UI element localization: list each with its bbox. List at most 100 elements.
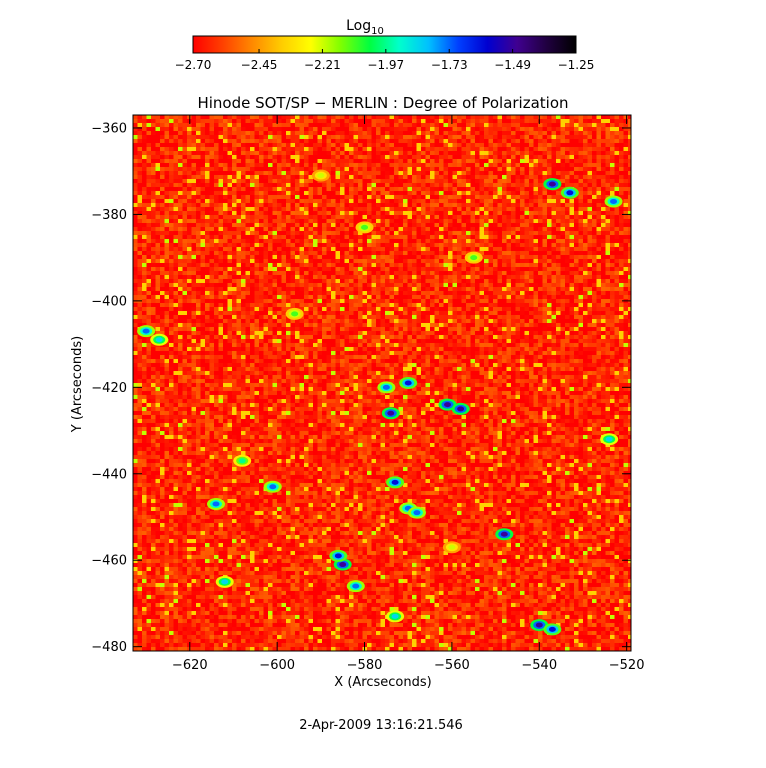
heatmap-cell <box>146 135 152 140</box>
heatmap-cell <box>196 255 201 260</box>
heatmap-cell <box>218 199 224 204</box>
heatmap-cell <box>484 171 489 176</box>
heatmap-cell <box>313 291 318 296</box>
heatmap-cell <box>200 207 206 212</box>
heatmap-cell <box>344 123 350 128</box>
heatmap-cell <box>448 163 453 168</box>
heatmap-cell <box>214 143 219 148</box>
heatmap-cell <box>205 239 210 244</box>
heatmap-cell <box>236 291 242 296</box>
heatmap-cell <box>268 159 273 164</box>
heatmap-cell <box>466 283 471 288</box>
heatmap-cell <box>547 259 552 264</box>
heatmap-cell <box>623 251 629 256</box>
heatmap-cell <box>241 247 246 252</box>
heatmap-cell <box>439 259 444 264</box>
heatmap-cell <box>484 143 489 148</box>
heatmap-cell <box>295 231 300 236</box>
heatmap-cell <box>623 175 629 180</box>
heatmap-cell <box>182 131 188 136</box>
heatmap-cell <box>277 263 282 268</box>
heatmap-cell <box>466 227 471 232</box>
heatmap-cell <box>268 263 273 268</box>
heatmap-cell <box>583 171 588 176</box>
heatmap-cell <box>592 267 597 272</box>
heatmap-cell <box>389 167 395 172</box>
heatmap-cell <box>277 283 282 288</box>
heatmap-cell <box>196 171 201 176</box>
heatmap-cell <box>214 263 219 268</box>
heatmap-cell <box>299 255 305 260</box>
heatmap-cell <box>137 131 143 136</box>
heatmap-cell <box>511 147 516 152</box>
heatmap-cell <box>560 219 566 224</box>
heatmap-cell <box>511 247 516 252</box>
heatmap-cell <box>578 251 584 256</box>
heatmap-cell <box>151 203 156 208</box>
heatmap-cell <box>407 239 413 244</box>
heatmap-cell <box>596 211 602 216</box>
heatmap-cell <box>196 291 201 296</box>
heatmap-cell <box>268 163 273 168</box>
heatmap-cell <box>452 135 458 140</box>
heatmap-cell <box>385 139 390 144</box>
heatmap-cell <box>232 283 237 288</box>
heatmap-cell <box>151 151 156 156</box>
heatmap-cell <box>362 187 368 192</box>
heatmap-cell <box>569 155 575 160</box>
heatmap-cell <box>304 219 309 224</box>
heatmap-cell <box>191 211 197 216</box>
heatmap-cell <box>421 147 426 152</box>
heatmap-cell <box>227 155 233 160</box>
heatmap-cell <box>461 119 467 124</box>
heatmap-cell <box>362 287 368 292</box>
heatmap-cell <box>308 131 314 136</box>
heatmap-cell <box>506 143 512 148</box>
heatmap-cell <box>511 255 516 260</box>
heatmap-cell <box>385 231 390 236</box>
heatmap-cell <box>335 219 341 224</box>
heatmap-cell <box>245 223 251 228</box>
heatmap-cell <box>529 287 534 292</box>
heatmap-cell <box>452 171 458 176</box>
heatmap-cell <box>196 195 201 200</box>
heatmap-cell <box>529 231 534 236</box>
heatmap-cell <box>403 255 408 260</box>
heatmap-cell <box>520 287 525 292</box>
heatmap-cell <box>434 235 440 240</box>
heatmap-cell <box>502 207 507 212</box>
heatmap-cell <box>430 287 435 292</box>
heatmap-cell <box>583 255 588 260</box>
heatmap-cell <box>587 135 593 140</box>
heatmap-cell <box>250 179 255 184</box>
heatmap-cell <box>538 135 543 140</box>
heatmap-cell <box>146 275 152 280</box>
heatmap-cell <box>313 283 318 288</box>
heatmap-cell <box>569 247 575 252</box>
heatmap-cell <box>407 151 413 156</box>
heatmap-cell <box>155 275 161 280</box>
heatmap-cell <box>452 159 458 164</box>
heatmap-cell <box>461 143 467 148</box>
heatmap-cell <box>232 187 237 192</box>
heatmap-cell <box>394 207 399 212</box>
heatmap-cell <box>173 191 179 196</box>
heatmap-cell <box>488 203 494 208</box>
heatmap-cell <box>367 179 372 184</box>
heatmap-cell <box>385 131 390 136</box>
heatmap-cell <box>430 115 435 120</box>
heatmap-cell <box>227 207 233 212</box>
heatmap-cell <box>182 147 188 152</box>
heatmap-cell <box>421 203 426 208</box>
heatmap-cell <box>214 259 219 264</box>
heatmap-cell <box>133 227 138 232</box>
heatmap-cell <box>200 163 206 168</box>
heatmap-cell <box>434 283 440 288</box>
heatmap-cell <box>497 159 503 164</box>
heatmap-cell <box>407 271 413 276</box>
heatmap-cell <box>524 183 530 188</box>
heatmap-cell <box>466 175 471 180</box>
heatmap-cell <box>578 191 584 196</box>
heatmap-cell <box>308 211 314 216</box>
heatmap-cell <box>488 223 494 228</box>
